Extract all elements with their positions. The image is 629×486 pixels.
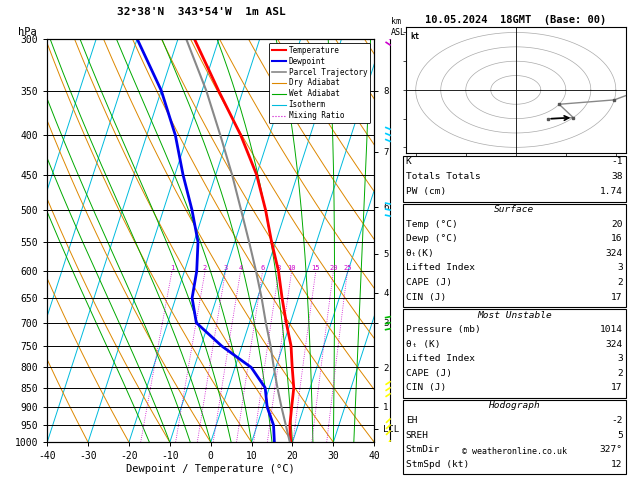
- Text: StmSpd (kt): StmSpd (kt): [406, 460, 469, 469]
- Text: 10.05.2024  18GMT  (Base: 00): 10.05.2024 18GMT (Base: 00): [425, 15, 606, 25]
- Text: 8: 8: [277, 265, 281, 271]
- Text: © weatheronline.co.uk: © weatheronline.co.uk: [462, 447, 567, 456]
- X-axis label: Dewpoint / Temperature (°C): Dewpoint / Temperature (°C): [126, 464, 295, 474]
- Text: 17: 17: [611, 383, 623, 393]
- Text: 10: 10: [287, 265, 296, 271]
- Text: -2: -2: [611, 416, 623, 425]
- Text: 1: 1: [170, 265, 174, 271]
- Text: 4: 4: [238, 265, 243, 271]
- Text: 324: 324: [606, 340, 623, 349]
- Text: 16: 16: [611, 234, 623, 243]
- Text: -1: -1: [611, 157, 623, 167]
- Text: Temp (°C): Temp (°C): [406, 220, 457, 229]
- Text: 327°: 327°: [599, 445, 623, 454]
- Text: 1014: 1014: [599, 325, 623, 334]
- Text: Dewp (°C): Dewp (°C): [406, 234, 457, 243]
- Text: 38: 38: [611, 172, 623, 181]
- Text: 324: 324: [606, 249, 623, 258]
- Text: 3: 3: [617, 263, 623, 273]
- Text: 32°38'N  343°54'W  1m ASL: 32°38'N 343°54'W 1m ASL: [117, 7, 286, 17]
- Text: Pressure (mb): Pressure (mb): [406, 325, 481, 334]
- Text: 12: 12: [611, 460, 623, 469]
- Text: EH: EH: [406, 416, 417, 425]
- Text: 2: 2: [203, 265, 207, 271]
- Legend: Temperature, Dewpoint, Parcel Trajectory, Dry Adiabat, Wet Adiabat, Isotherm, Mi: Temperature, Dewpoint, Parcel Trajectory…: [269, 43, 370, 123]
- Text: 6: 6: [260, 265, 265, 271]
- Text: CIN (J): CIN (J): [406, 293, 446, 302]
- Text: 2: 2: [617, 278, 623, 287]
- Text: CAPE (J): CAPE (J): [406, 369, 452, 378]
- Text: km
ASL: km ASL: [391, 17, 406, 37]
- Text: 3: 3: [617, 354, 623, 364]
- Text: Surface: Surface: [494, 205, 534, 214]
- Text: SREH: SREH: [406, 431, 429, 440]
- Text: StmDir: StmDir: [406, 445, 440, 454]
- Text: 20: 20: [329, 265, 338, 271]
- Text: Hodograph: Hodograph: [488, 401, 540, 411]
- Text: PW (cm): PW (cm): [406, 187, 446, 196]
- Text: Lifted Index: Lifted Index: [406, 354, 475, 364]
- Text: 17: 17: [611, 293, 623, 302]
- Text: 5: 5: [617, 431, 623, 440]
- Text: 1.74: 1.74: [599, 187, 623, 196]
- Text: hPa: hPa: [18, 27, 36, 37]
- Text: Totals Totals: Totals Totals: [406, 172, 481, 181]
- Text: 25: 25: [343, 265, 352, 271]
- Text: Lifted Index: Lifted Index: [406, 263, 475, 273]
- Text: K: K: [406, 157, 411, 167]
- Text: 20: 20: [611, 220, 623, 229]
- Text: kt: kt: [411, 33, 420, 41]
- Text: θₜ (K): θₜ (K): [406, 340, 440, 349]
- Text: CIN (J): CIN (J): [406, 383, 446, 393]
- Text: CAPE (J): CAPE (J): [406, 278, 452, 287]
- Text: Most Unstable: Most Unstable: [477, 311, 552, 320]
- Text: 2: 2: [617, 369, 623, 378]
- Text: θₜ(K): θₜ(K): [406, 249, 435, 258]
- Text: 3: 3: [223, 265, 228, 271]
- Text: 15: 15: [311, 265, 320, 271]
